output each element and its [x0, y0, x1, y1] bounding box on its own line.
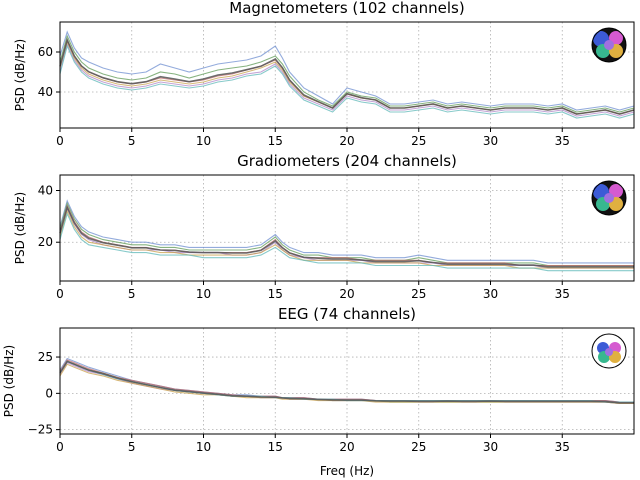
- panel-magnetometers: Magnetometers (102 channels) 0 5 10 15 20 25 3…: [13, 0, 635, 148]
- series-group: [59, 357, 634, 405]
- x-tick-label: 10: [196, 440, 211, 454]
- y-tick-labels: −25 0 25: [28, 350, 53, 437]
- x-tick-labels: 0 5 10 15 20 25 30 35: [56, 134, 570, 148]
- x-tick-label: 25: [411, 440, 426, 454]
- x-tick-label: 30: [483, 134, 498, 148]
- x-tick-label: 0: [56, 287, 64, 301]
- psd-mean-line: [59, 37, 635, 115]
- y-tick-label: 60: [38, 45, 53, 59]
- panel-title: EEG (74 channels): [278, 305, 416, 323]
- x-tick-label: 35: [555, 440, 570, 454]
- y-tick-label: 20: [38, 235, 53, 249]
- x-tick-label: 5: [128, 287, 136, 301]
- x-tick-label: 15: [268, 287, 283, 301]
- y-tick-label: 40: [38, 184, 53, 198]
- x-tick-label: 35: [555, 134, 570, 148]
- sensor-layout-inset: [591, 27, 627, 63]
- x-tick-label: 0: [56, 440, 64, 454]
- x-tick-label: 20: [339, 440, 354, 454]
- psd-series-line: [59, 363, 634, 405]
- x-tick-label: 0: [56, 134, 64, 148]
- psd-series-line: [59, 199, 634, 264]
- y-axis-label: PSD (dB/Hz): [2, 345, 16, 418]
- y-tick-label: −25: [28, 423, 53, 437]
- psd-series-line: [59, 201, 634, 267]
- x-tick-label: 15: [268, 440, 283, 454]
- psd-series-line: [59, 360, 634, 403]
- x-tick-label: 25: [411, 134, 426, 148]
- x-tick-label: 25: [411, 287, 426, 301]
- x-tick-labels: 0 5 10 15 20 25 30 35: [56, 440, 570, 454]
- panel-title: Magnetometers (102 channels): [229, 0, 464, 17]
- series-group: [59, 30, 635, 119]
- y-tick-label: 0: [45, 386, 53, 400]
- psd-series-line: [59, 44, 635, 119]
- grid-lines: [59, 328, 634, 434]
- sensor-layout-inset: [591, 333, 627, 369]
- psd-series-line: [59, 42, 635, 117]
- x-tick-label: 20: [339, 134, 354, 148]
- x-axis-label: Freq (Hz): [320, 464, 374, 478]
- tick-marks: [56, 190, 563, 285]
- panel-eeg: EEG (74 channels) 0 5 10 15 20 25 30 35 −25025 …: [2, 305, 635, 454]
- y-axis-label: PSD (dB/Hz): [13, 192, 27, 265]
- y-tick-labels: 40 60: [38, 45, 53, 99]
- x-tick-label: 30: [483, 287, 498, 301]
- x-tick-label: 5: [128, 134, 136, 148]
- psd-mean-line: [59, 204, 634, 268]
- tick-marks: [56, 51, 563, 132]
- x-tick-label: 5: [128, 440, 136, 454]
- x-tick-label: 30: [483, 440, 498, 454]
- series-group: [59, 199, 634, 272]
- x-tick-label: 15: [268, 134, 283, 148]
- y-tick-label: 40: [38, 85, 53, 99]
- x-tick-label: 35: [555, 287, 570, 301]
- x-tick-label: 20: [339, 287, 354, 301]
- panel-gradiometers: Gradiometers (204 channels) 0 5 10 15 20 25 30…: [13, 152, 635, 301]
- psd-series-line: [59, 30, 635, 111]
- y-tick-label: 25: [38, 350, 53, 364]
- x-tick-label: 10: [196, 134, 211, 148]
- sensor-layout-inset: [591, 180, 627, 216]
- x-tick-labels: 0 5 10 15 20 25 30 35: [56, 287, 570, 301]
- x-tick-label: 10: [196, 287, 211, 301]
- psd-mean-line: [59, 360, 634, 404]
- psd-series-line: [59, 34, 635, 113]
- y-axis-label: PSD (dB/Hz): [13, 39, 27, 112]
- panel-title: Gradiometers (204 channels): [237, 152, 457, 170]
- psd-series-line: [59, 212, 634, 272]
- tick-marks: [56, 356, 563, 438]
